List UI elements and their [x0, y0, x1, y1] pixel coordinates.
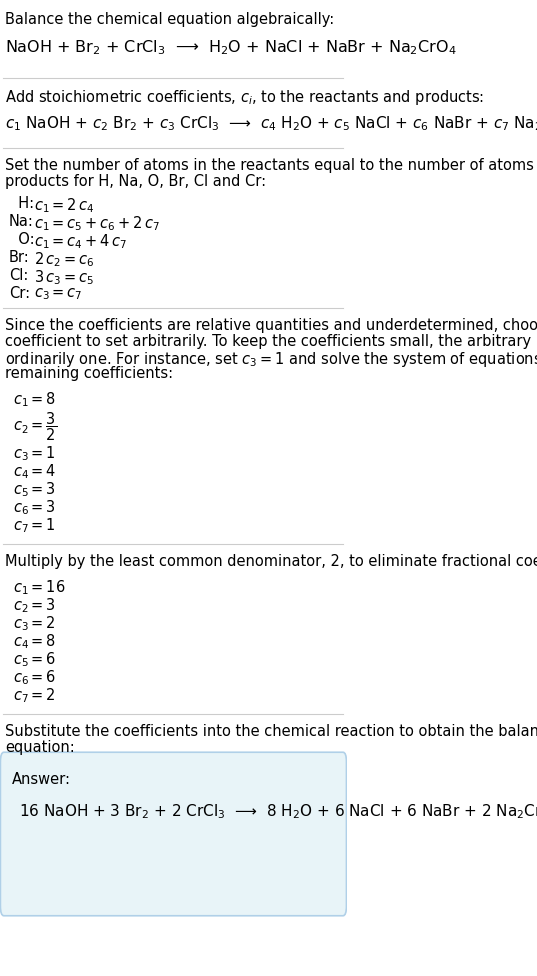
Text: $c_1 = c_5 + c_6 + 2\,c_7$: $c_1 = c_5 + c_6 + 2\,c_7$: [34, 214, 160, 232]
Text: Br:: Br:: [9, 250, 30, 265]
Text: NaOH + Br$_2$ + CrCl$_3$  ⟶  H$_2$O + NaCl + NaBr + Na$_2$CrO$_4$: NaOH + Br$_2$ + CrCl$_3$ ⟶ H$_2$O + NaCl…: [5, 38, 456, 57]
Text: $c_4 = 8$: $c_4 = 8$: [13, 632, 56, 651]
Text: $3\,c_3 = c_5$: $3\,c_3 = c_5$: [34, 268, 94, 287]
Text: coefficient to set arbitrarily. To keep the coefficients small, the arbitrary  v: coefficient to set arbitrarily. To keep …: [5, 334, 537, 349]
Text: $c_7 = 1$: $c_7 = 1$: [13, 516, 56, 535]
Text: Add stoichiometric coefficients, $c_i$, to the reactants and products:: Add stoichiometric coefficients, $c_i$, …: [5, 88, 484, 107]
Text: $c_6 = 6$: $c_6 = 6$: [13, 668, 56, 687]
Text: ordinarily one. For instance, set $c_3 = 1$ and solve the system of equations fo: ordinarily one. For instance, set $c_3 =…: [5, 350, 537, 369]
Text: Cl:: Cl:: [9, 268, 28, 283]
Text: Set the number of atoms in the reactants equal to the number of atoms in the: Set the number of atoms in the reactants…: [5, 158, 537, 173]
Text: 16 NaOH + 3 Br$_2$ + 2 CrCl$_3$  ⟶  8 H$_2$O + 6 NaCl + 6 NaBr + 2 Na$_2$CrO$_4$: 16 NaOH + 3 Br$_2$ + 2 CrCl$_3$ ⟶ 8 H$_2…: [19, 802, 537, 821]
Text: $c_1 = 2\,c_4$: $c_1 = 2\,c_4$: [34, 196, 94, 215]
Text: O:: O:: [9, 232, 35, 247]
Text: Na:: Na:: [9, 214, 34, 229]
Text: remaining coefficients:: remaining coefficients:: [5, 366, 173, 381]
Text: Answer:: Answer:: [12, 772, 71, 787]
Text: $c_3 = 2$: $c_3 = 2$: [13, 614, 56, 632]
Text: $c_3 = c_7$: $c_3 = c_7$: [34, 286, 82, 302]
Text: $c_5 = 6$: $c_5 = 6$: [13, 650, 56, 669]
Text: products for H, Na, O, Br, Cl and Cr:: products for H, Na, O, Br, Cl and Cr:: [5, 174, 266, 189]
Text: Cr:: Cr:: [9, 286, 30, 301]
Text: $c_3 = 1$: $c_3 = 1$: [13, 444, 56, 463]
Text: $c_2 = 3$: $c_2 = 3$: [13, 596, 56, 615]
Text: $c_2 = \dfrac{3}{2}$: $c_2 = \dfrac{3}{2}$: [13, 410, 57, 442]
Text: $c_6 = 3$: $c_6 = 3$: [13, 498, 56, 516]
Text: $c_5 = 3$: $c_5 = 3$: [13, 480, 56, 499]
Text: $c_1 = c_4 + 4\,c_7$: $c_1 = c_4 + 4\,c_7$: [34, 232, 127, 251]
Text: $c_1 = 16$: $c_1 = 16$: [13, 578, 66, 596]
Text: Balance the chemical equation algebraically:: Balance the chemical equation algebraica…: [5, 12, 335, 27]
Text: $2\,c_2 = c_6$: $2\,c_2 = c_6$: [34, 250, 94, 268]
Text: H:: H:: [9, 196, 34, 211]
FancyBboxPatch shape: [1, 752, 346, 915]
Text: equation:: equation:: [5, 740, 75, 755]
Text: Multiply by the least common denominator, 2, to eliminate fractional coefficient: Multiply by the least common denominator…: [5, 554, 537, 569]
Text: $c_7 = 2$: $c_7 = 2$: [13, 686, 56, 705]
Text: $c_1$ NaOH + $c_2$ Br$_2$ + $c_3$ CrCl$_3$  ⟶  $c_4$ H$_2$O + $c_5$ NaCl + $c_6$: $c_1$ NaOH + $c_2$ Br$_2$ + $c_3$ CrCl$_…: [5, 114, 537, 133]
Text: $c_4 = 4$: $c_4 = 4$: [13, 462, 56, 481]
Text: $c_1 = 8$: $c_1 = 8$: [13, 390, 56, 409]
Text: Substitute the coefficients into the chemical reaction to obtain the balanced: Substitute the coefficients into the che…: [5, 724, 537, 739]
Text: Since the coefficients are relative quantities and underdetermined, choose a: Since the coefficients are relative quan…: [5, 318, 537, 333]
